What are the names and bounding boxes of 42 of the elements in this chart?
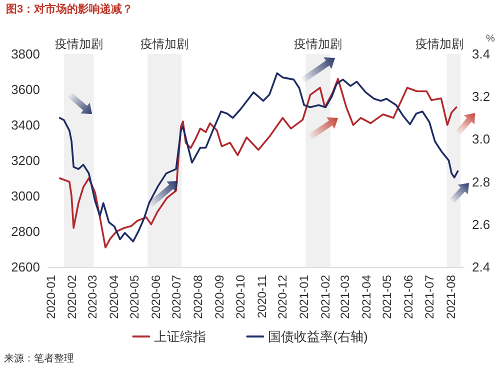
y2-axis-title: % <box>486 34 495 44</box>
band-label: 疫情加剧 <box>416 37 464 51</box>
x-tick-label: 2020-05 <box>128 274 142 320</box>
y2-tick-label: 2.4 <box>472 260 490 274</box>
y-tick-label: 3200 <box>11 153 40 168</box>
x-tick-label: 2021-02 <box>318 274 333 320</box>
x-tick-label: 2021-04 <box>359 274 374 320</box>
legend-label: 上证综指 <box>154 329 206 344</box>
legend-label: 国债收益率(右轴) <box>268 329 368 344</box>
y-tick-label: 3600 <box>11 82 40 97</box>
x-tick-label: 2021-03 <box>338 274 352 320</box>
chart-title: 图3：对市场的影响递减？ <box>6 2 134 16</box>
y-tick-label: 3800 <box>11 46 40 62</box>
x-tick-label: 2020-04 <box>106 274 121 320</box>
y2-tick-label: 3.0 <box>472 132 490 147</box>
y2-tick-label: 3.2 <box>472 89 490 104</box>
x-tick-label: 2020-09 <box>212 274 227 320</box>
y-tick-label: 3400 <box>11 118 40 132</box>
x-tick-label: 2021-05 <box>380 274 394 320</box>
x-tick-label: 2020-07 <box>170 274 184 320</box>
band-label: 疫情加剧 <box>294 37 342 51</box>
x-tick-label: 2021-06 <box>402 274 416 320</box>
y2-tick-label: 3.4 <box>472 46 490 62</box>
y-tick-label: 2600 <box>11 260 40 274</box>
y-tick-label: 3000 <box>11 188 40 204</box>
x-tick-label: 2020-02 <box>65 274 80 320</box>
y2-tick-label: 2.8 <box>472 174 490 190</box>
x-tick-label: 2020-08 <box>191 274 206 320</box>
x-tick-label: 2020-12 <box>276 274 290 320</box>
x-tick-label: 2020-01 <box>44 274 58 320</box>
x-tick-label: 2021-07 <box>422 274 436 320</box>
x-tick-label: 2020-03 <box>85 274 100 320</box>
x-tick-label: 2021-08 <box>444 274 458 320</box>
x-tick-label: 2020-10 <box>233 274 248 320</box>
x-tick-label: 2021-01 <box>297 274 312 320</box>
band-label: 疫情加剧 <box>140 37 189 51</box>
y2-tick-label: 2.6 <box>472 216 490 232</box>
x-tick-label: 2020-11 <box>254 274 269 318</box>
y-tick-label: 2800 <box>11 224 40 239</box>
source-note: 来源：笔者整理 <box>4 352 74 364</box>
band-label: 疫情加剧 <box>54 37 103 51</box>
x-tick-label: 2020-06 <box>148 274 163 320</box>
